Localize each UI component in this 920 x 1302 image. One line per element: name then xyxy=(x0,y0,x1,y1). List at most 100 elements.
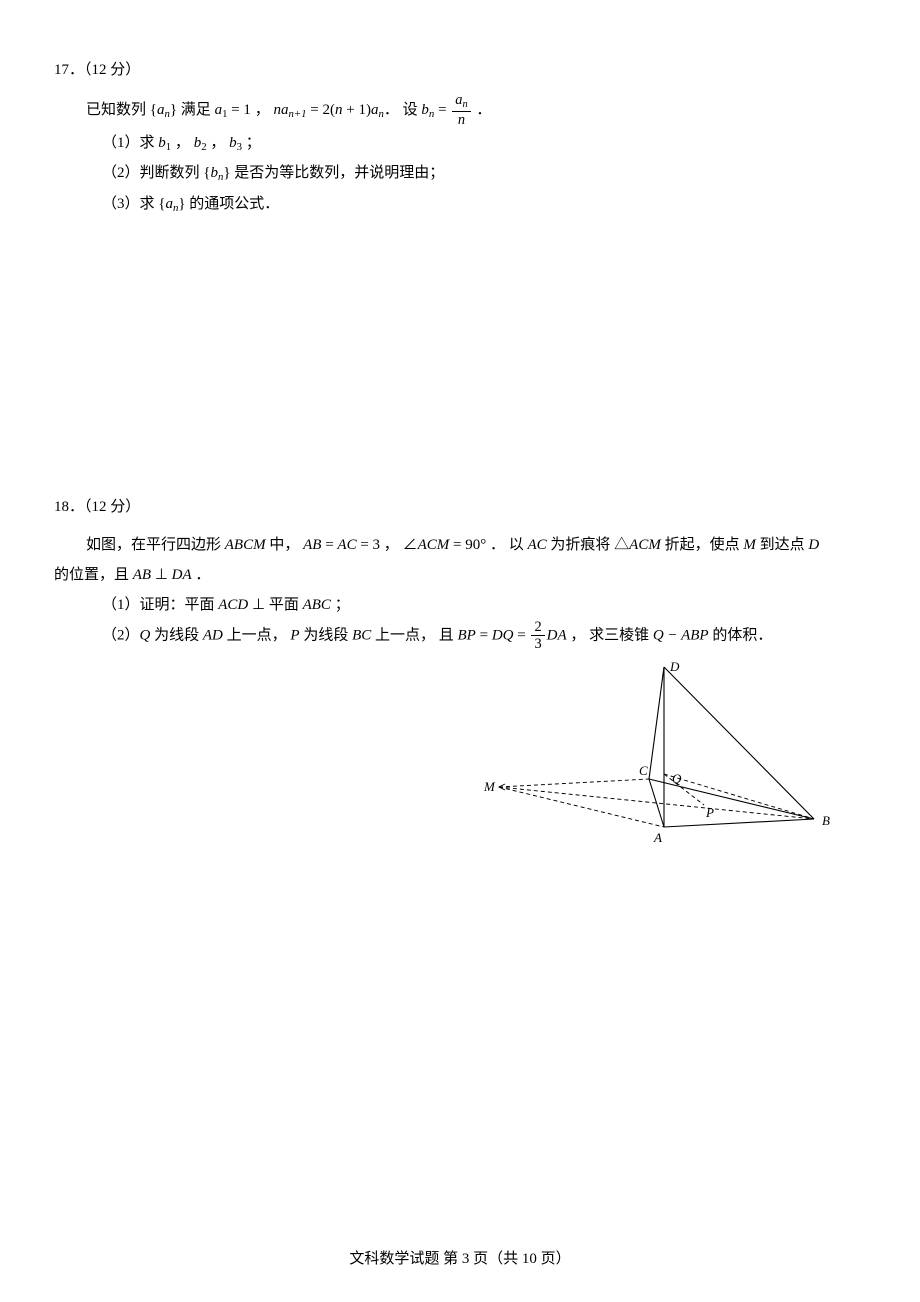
text: } 是否为等比数列，并说明理由； xyxy=(223,165,444,181)
footer-total: 10 xyxy=(522,1251,537,1267)
svg-text:A: A xyxy=(653,830,662,845)
var-b: b xyxy=(210,165,218,181)
num-2: 2 xyxy=(531,620,544,636)
problem-17-points: （12 分） xyxy=(84,62,140,78)
text: （1）证明：平面 xyxy=(102,597,218,613)
text: （1）求 xyxy=(102,135,158,151)
text: ， xyxy=(171,135,194,151)
fraction-an-over-n: ann xyxy=(452,93,470,128)
var-ac: AC xyxy=(337,537,356,553)
geometry-diagram: MCABDQP xyxy=(484,657,844,852)
var-abc: ABC xyxy=(303,597,331,613)
text: （3）求 { xyxy=(102,196,165,212)
var-d: D xyxy=(808,537,819,553)
var-n: n xyxy=(273,102,281,118)
problem-18: 18．（12 分） 如图，在平行四边形 ABCM 中， AB = AC = 3 … xyxy=(54,495,866,853)
text: ， 求三棱锥 xyxy=(567,627,653,643)
var-a: a xyxy=(165,196,173,212)
text: 平面 xyxy=(269,597,303,613)
fraction-2-3: 23 xyxy=(531,620,544,652)
problem-18-number: 18 xyxy=(54,499,69,515)
text: 如图，在平行四边形 xyxy=(86,537,225,553)
var-n: n xyxy=(452,112,470,127)
text: 上一点， 且 xyxy=(371,627,457,643)
problem-18-figure: MCABDQP xyxy=(484,657,866,852)
var-acm: ACM xyxy=(418,537,450,553)
eq: = 90° xyxy=(449,537,486,553)
var-b: b xyxy=(421,102,429,118)
text: （2）判断数列 { xyxy=(102,165,210,181)
footer-mid: 页（共 xyxy=(469,1251,522,1267)
text: + 1) xyxy=(343,102,371,118)
problem-18-body: 如图，在平行四边形 ABCM 中， AB = AC = 3 ， ∠ACM = 9… xyxy=(54,530,866,853)
svg-text:C: C xyxy=(639,763,648,778)
text: 折起，使点 xyxy=(661,537,744,553)
eq: = xyxy=(476,627,492,643)
problem-18-points: （12 分） xyxy=(84,499,140,515)
problem-18-line2: 的位置，且 AB ⊥ DA ． xyxy=(54,560,866,590)
svg-text:M: M xyxy=(484,779,496,794)
text: } 的通项公式． xyxy=(178,196,279,212)
var-qabp: Q − ABP xyxy=(653,627,709,643)
var-da: DA xyxy=(172,567,192,583)
problem-17-q1: （1）求 b1 ， b2 ， b3 ； xyxy=(54,128,866,159)
var-ac: AC xyxy=(527,537,546,553)
var-ad: AD xyxy=(203,627,223,643)
den-3: 3 xyxy=(531,636,544,651)
problem-17-q3: （3）求 {an} 的通项公式． xyxy=(54,189,866,220)
problem-17: 17．（12 分） 已知数列 {an} 满足 a1 = 1 ， nan+1 = … xyxy=(54,58,866,220)
text: 的体积． xyxy=(709,627,773,643)
problem-18-line1: 如图，在平行四边形 ABCM 中， AB = AC = 3 ， ∠ACM = 9… xyxy=(54,530,866,560)
problem-18-q1: （1）证明：平面 ACD ⊥ 平面 ABC ； xyxy=(54,590,866,620)
var-bc: BC xyxy=(352,627,371,643)
text: 上一点， xyxy=(223,627,291,643)
sub-np1: n+1 xyxy=(288,108,306,120)
var-b: b xyxy=(158,135,166,151)
text: ． xyxy=(192,567,211,583)
text: ． 设 xyxy=(384,102,422,118)
problem-18-q2: （2）Q 为线段 AD 上一点， P 为线段 BC 上一点， 且 BP = DQ… xyxy=(54,620,866,652)
footer-suffix: 页） xyxy=(537,1251,571,1267)
perp: ⊥ xyxy=(151,567,172,583)
text: 中， xyxy=(266,537,304,553)
svg-text:D: D xyxy=(669,659,680,674)
var-acm: ACM xyxy=(629,537,661,553)
svg-text:Q: Q xyxy=(672,771,682,786)
text: } 满足 xyxy=(170,102,215,118)
eq: = xyxy=(434,102,450,118)
var-p: P xyxy=(290,627,299,643)
var-q: Q xyxy=(140,627,151,643)
problem-18-header: 18．（12 分） xyxy=(54,495,866,516)
page-footer: 文科数学试题 第 3 页（共 10 页） xyxy=(0,1247,920,1268)
problem-17-statement: 已知数列 {an} 满足 a1 = 1 ， nan+1 = 2(n + 1)an… xyxy=(54,93,866,128)
eq: = 2( xyxy=(307,102,335,118)
var-b: b xyxy=(229,135,237,151)
var-abcm: ABCM xyxy=(225,537,266,553)
problem-17-header: 17．（12 分） xyxy=(54,58,866,79)
var-n: n xyxy=(335,102,343,118)
eq: = xyxy=(321,537,337,553)
var-bp: BP xyxy=(458,627,476,643)
text: ． xyxy=(473,102,492,118)
text: 为线段 xyxy=(300,627,353,643)
var-ab: AB xyxy=(133,567,151,583)
eq: = xyxy=(513,627,529,643)
problem-17-body: 已知数列 {an} 满足 a1 = 1 ， nan+1 = 2(n + 1)an… xyxy=(54,93,866,220)
var-dq: DQ xyxy=(492,627,514,643)
var-m: M xyxy=(743,537,756,553)
sub-n: n xyxy=(462,99,467,110)
eq: = 1 xyxy=(227,102,250,118)
svg-text:P: P xyxy=(705,805,714,820)
text: ， xyxy=(207,135,230,151)
page: 17．（12 分） 已知数列 {an} 满足 a1 = 1 ， nan+1 = … xyxy=(0,0,920,1302)
text: 到达点 xyxy=(756,537,809,553)
text: （2） xyxy=(102,627,140,643)
var-da: DA xyxy=(547,627,567,643)
text: ； xyxy=(242,135,261,151)
text: ． 以 xyxy=(486,537,527,553)
text: 已知数列 { xyxy=(86,102,157,118)
spacer xyxy=(54,250,866,495)
text: ； xyxy=(331,597,350,613)
var-acd: ACD xyxy=(218,597,248,613)
text: 的位置，且 xyxy=(54,567,133,583)
